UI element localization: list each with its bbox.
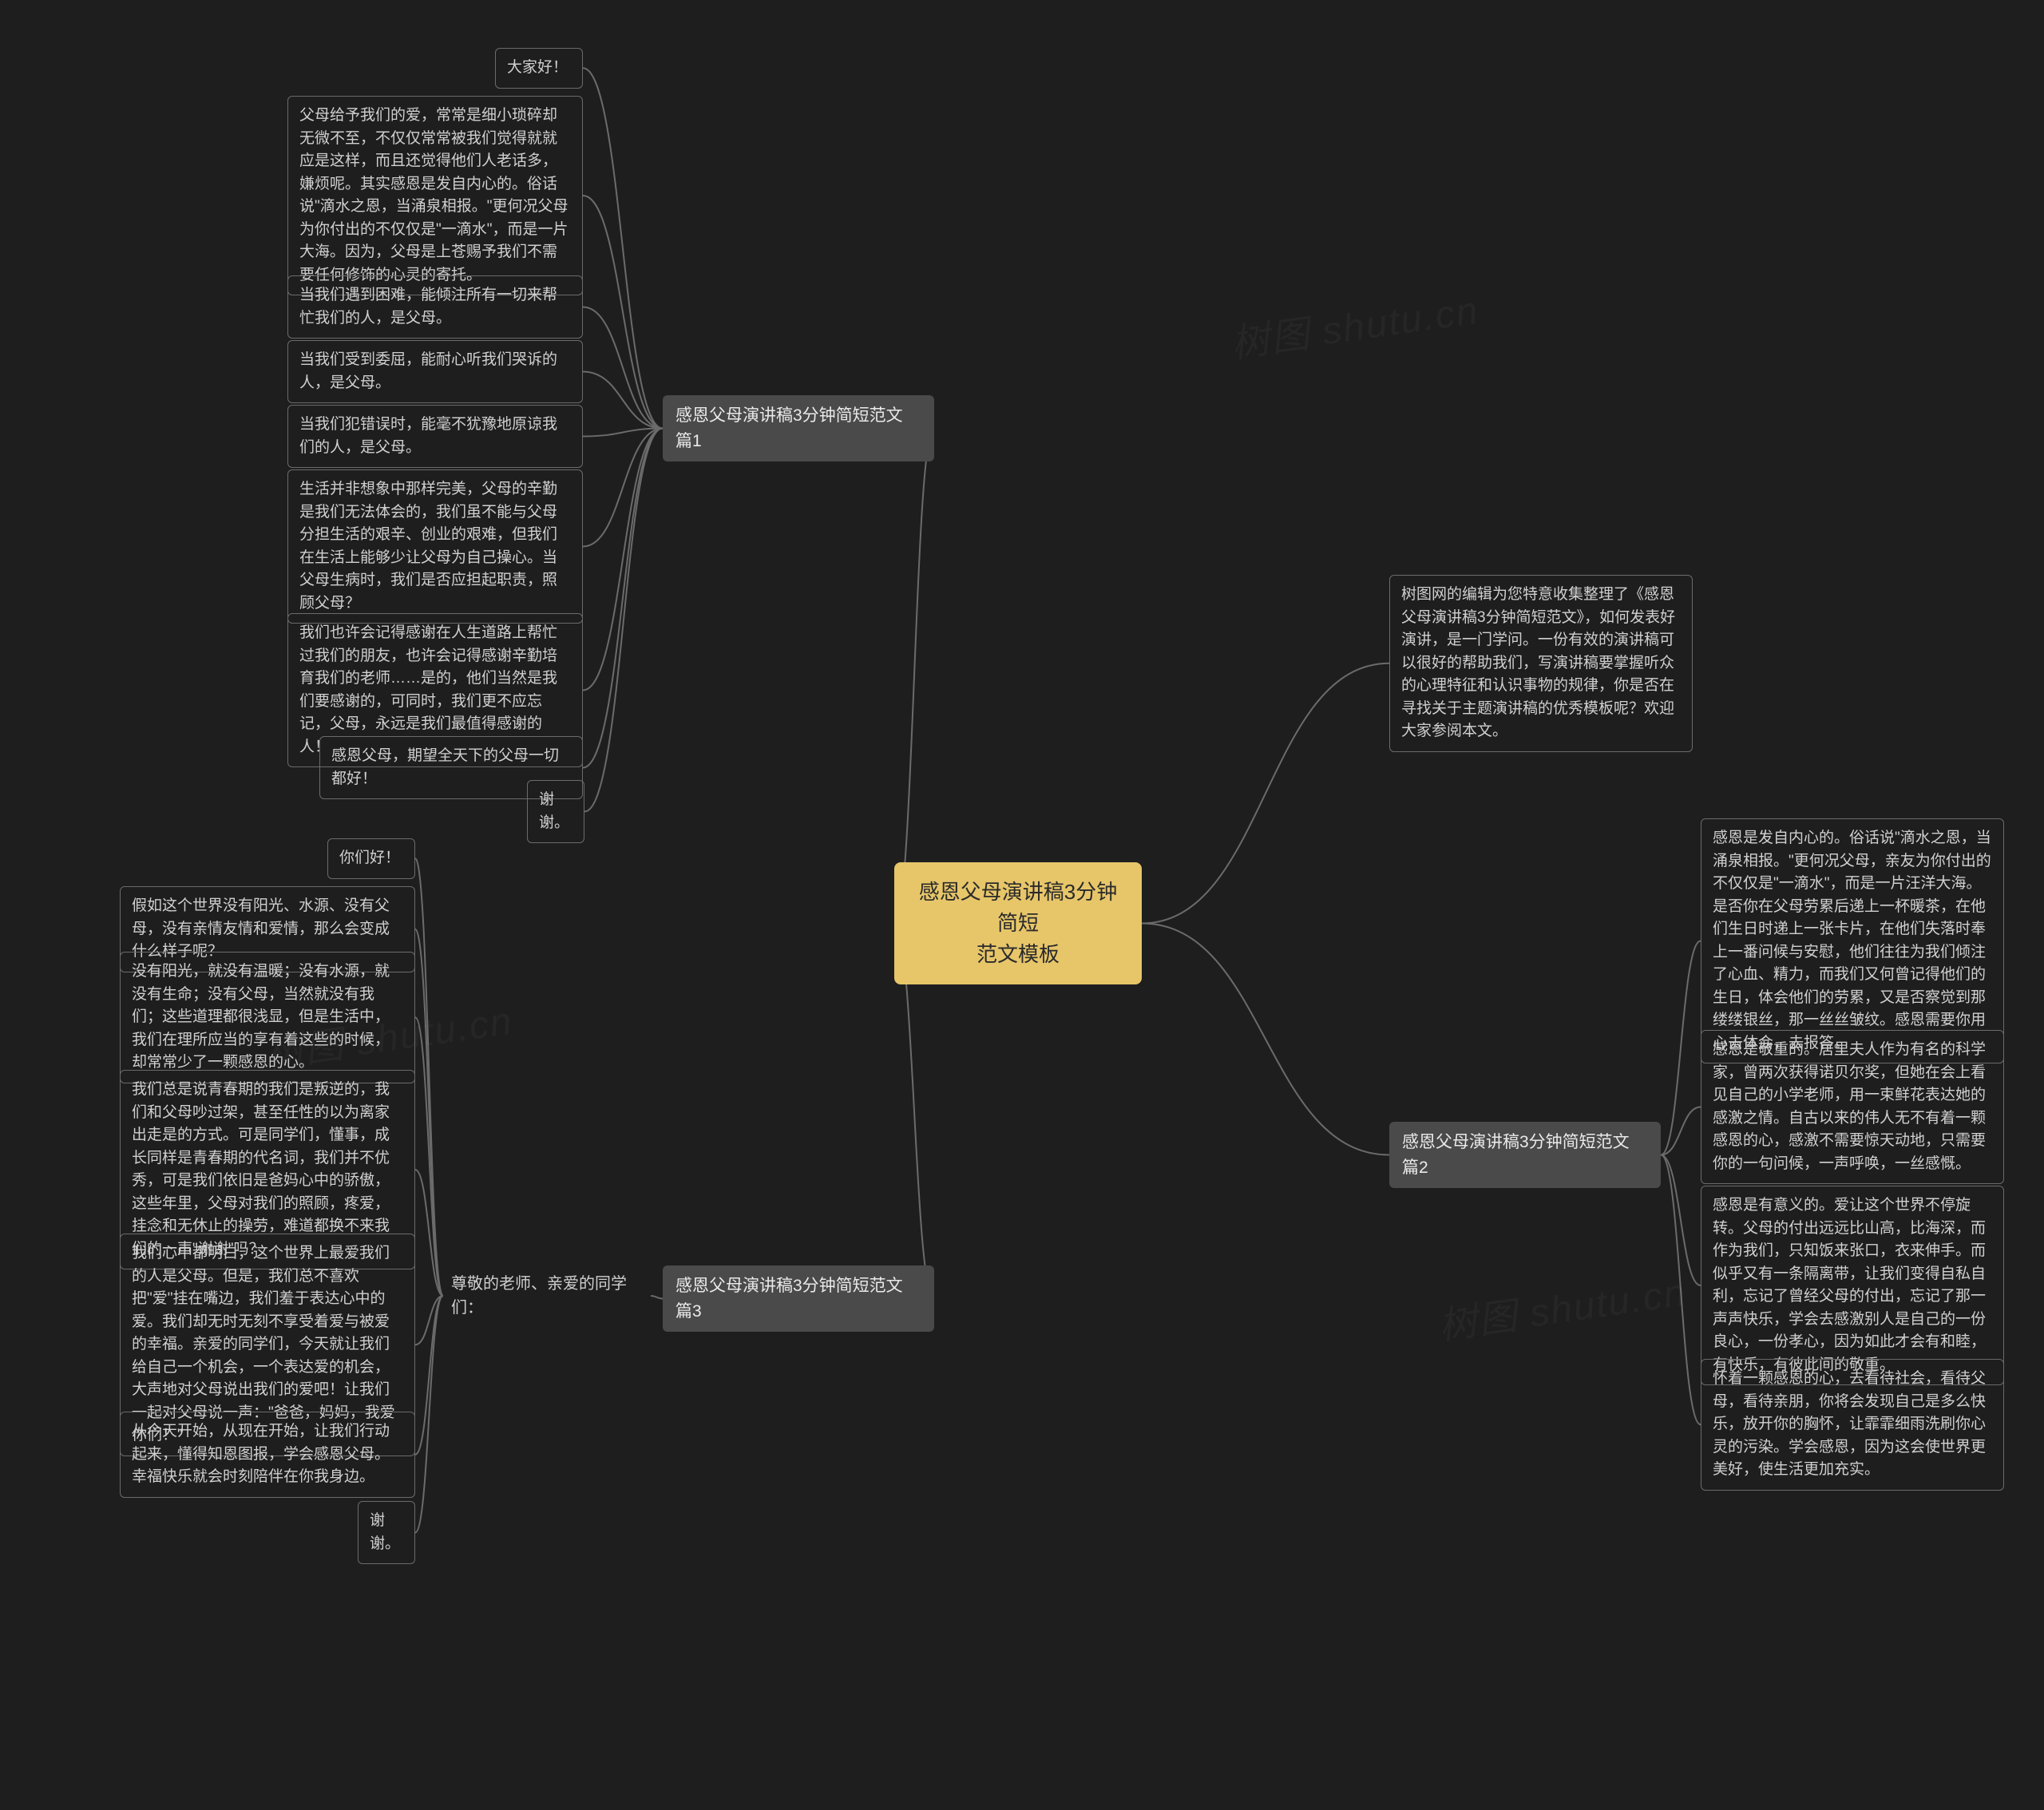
leaf-b1-1[interactable]: 父母给予我们的爱，常常是细小琐碎却无微不至，不仅仅常常被我们觉得就就应是这样，而… [287,96,583,295]
intro-leaf[interactable]: 树图网的编辑为您特意收集整理了《感恩父母演讲稿3分钟简短范文》，如何发表好演讲，… [1389,575,1693,752]
leaf-b1-5[interactable]: 生活并非想象中那样完美，父母的辛勤是我们无法体会的，我们虽不能与父母分担生活的艰… [287,469,583,624]
leaf-b2-1[interactable]: 感恩是发自内心的。俗话说"滴水之恩，当涌泉相报。"更何况父母，亲友为你付出的不仅… [1701,818,2004,1063]
leaf-b2-4[interactable]: 怀着一颗感恩的心，去看待社会，看待父母，看待亲朋，你将会发现自己是多么快乐，放开… [1701,1359,2004,1491]
branch-2[interactable]: 感恩父母演讲稿3分钟简短范文 篇2 [1389,1122,1661,1188]
branch-3[interactable]: 感恩父母演讲稿3分钟简短范文 篇3 [663,1265,934,1332]
leaf-b2-2[interactable]: 感恩是敬重的。居里夫人作为有名的科学家，曾两次获得诺贝尔奖，但她在会上看见自己的… [1701,1030,2004,1184]
plain-b3: 尊敬的老师、亲爱的同学们： [443,1265,651,1326]
leaf-b3-greet[interactable]: 你们好！ [327,838,415,879]
root-node[interactable]: 感恩父母演讲稿3分钟简短 范文模板 [894,862,1142,984]
branch-1[interactable]: 感恩父母演讲稿3分钟简短范文 篇1 [663,395,934,461]
mindmap-canvas: 树图 shutu.cn 树图 shutu.cn 树图 shutu.cn 感恩父母… [0,0,2044,1810]
watermark: 树图 shutu.cn [1227,279,1482,369]
leaf-b1-8[interactable]: 谢谢。 [527,780,584,843]
leaf-b3-5[interactable]: 从今天开始，从现在开始，让我们行动起来，懂得知恩图报，学会感恩父母。幸福快乐就会… [120,1412,415,1498]
leaf-b1-3[interactable]: 当我们受到委屈，能耐心听我们哭诉的人，是父母。 [287,340,583,403]
watermark: 树图 shutu.cn [1435,1261,1689,1351]
leaf-b1-4[interactable]: 当我们犯错误时，能毫不犹豫地原谅我们的人，是父母。 [287,405,583,468]
leaf-b2-3[interactable]: 感恩是有意义的。爱让这个世界不停旋转。父母的付出远远比山高，比海深，而作为我们，… [1701,1186,2004,1385]
leaf-b1-2[interactable]: 当我们遇到困难，能倾注所有一切来帮忙我们的人，是父母。 [287,275,583,339]
leaf-b1-greet[interactable]: 大家好！ [495,48,583,89]
leaf-b3-6[interactable]: 谢谢。 [358,1501,415,1564]
leaf-b3-2[interactable]: 没有阳光，就没有温暖；没有水源，就没有生命；没有父母，当然就没有我们；这些道理都… [120,952,415,1083]
